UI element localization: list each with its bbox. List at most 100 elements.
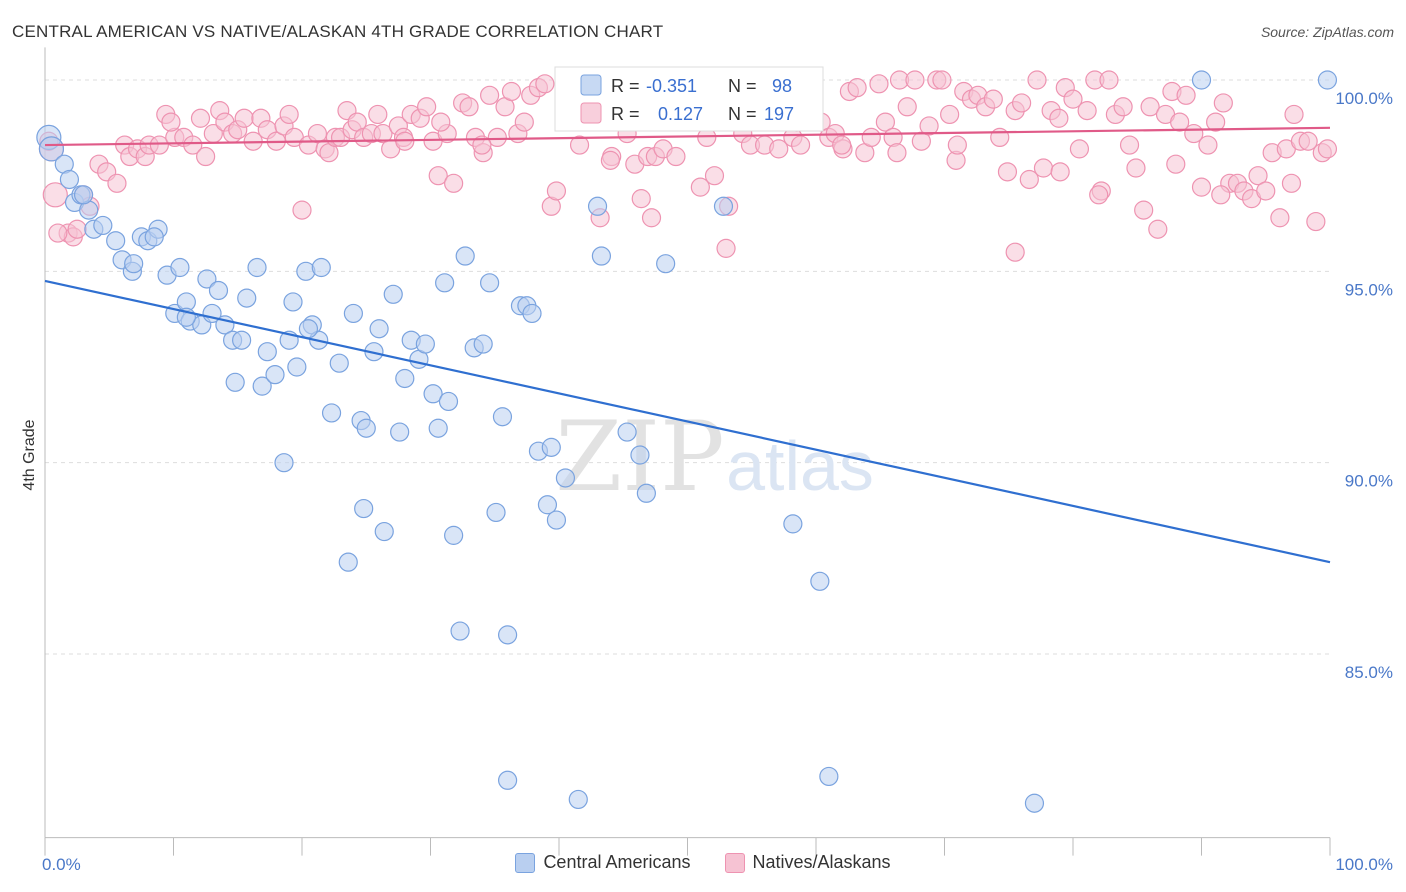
point-central-americans	[617, 422, 637, 442]
point-natives-alaskans	[67, 219, 87, 239]
legend-n-value: 197	[764, 104, 794, 124]
point-natives-alaskans	[641, 208, 662, 228]
point-central-americans	[636, 483, 656, 503]
point-natives-alaskans	[161, 112, 181, 132]
point-natives-alaskans	[704, 166, 725, 186]
point-natives-alaskans	[869, 74, 889, 94]
point-natives-alaskans	[569, 135, 590, 155]
point-central-americans	[106, 231, 126, 251]
point-natives-alaskans	[1170, 112, 1190, 132]
point-central-americans	[537, 495, 558, 515]
point-central-americans	[428, 418, 448, 438]
point-central-americans	[59, 169, 80, 190]
point-central-americans	[455, 246, 475, 266]
point-central-americans	[274, 453, 294, 473]
point-central-americans	[498, 625, 518, 645]
point-central-americans	[480, 273, 500, 293]
point-central-americans	[423, 384, 443, 404]
point-natives-alaskans	[1206, 112, 1226, 132]
point-natives-alaskans	[1063, 89, 1083, 109]
point-natives-alaskans	[149, 135, 169, 155]
point-central-americans	[170, 257, 190, 278]
point-natives-alaskans	[875, 112, 895, 132]
y-tick-label: 85.0%	[1345, 663, 1393, 682]
point-central-americans	[265, 365, 285, 385]
point-natives-alaskans	[514, 112, 534, 132]
point-natives-alaskans	[897, 97, 917, 117]
point-central-americans	[810, 571, 830, 591]
point-central-americans	[311, 257, 331, 278]
point-natives-alaskans	[1176, 85, 1196, 105]
point-natives-alaskans	[940, 104, 960, 125]
legend-n-label: N =	[728, 104, 757, 124]
point-natives-alaskans	[1166, 154, 1186, 174]
legend-label: Natives/Alaskans	[752, 852, 891, 872]
point-central-americans	[555, 468, 576, 488]
point-central-americans	[338, 552, 358, 572]
legend-n-label: N =	[728, 76, 757, 96]
point-central-americans	[444, 525, 464, 545]
trendline-central-americans	[44, 279, 1331, 564]
point-central-americans	[541, 437, 561, 457]
point-central-americans	[257, 342, 277, 362]
trendlines	[44, 126, 1331, 564]
point-central-americans	[247, 257, 267, 278]
point-central-americans	[38, 136, 65, 162]
point-natives-alaskans	[847, 78, 867, 98]
point-natives-alaskans	[1213, 93, 1233, 113]
point-central-americans	[450, 621, 470, 641]
point-natives-alaskans	[1256, 181, 1276, 201]
point-central-americans	[369, 319, 389, 339]
legend-bottom: Central Americans Natives/Alaskans	[0, 852, 1406, 873]
point-natives-alaskans	[905, 70, 925, 90]
point-natives-alaskans	[1140, 97, 1160, 117]
point-central-americans	[1317, 70, 1338, 90]
point-natives-alaskans	[279, 104, 299, 125]
point-natives-alaskans	[190, 108, 211, 128]
point-natives-alaskans	[832, 135, 852, 155]
point-central-americans	[522, 303, 542, 324]
legend-swatch-blue	[580, 74, 602, 96]
point-natives-alaskans	[459, 97, 479, 117]
point-central-americans	[568, 789, 588, 810]
point-central-americans	[374, 521, 394, 542]
series-central-americans	[36, 70, 1338, 813]
legend-r-label: R =	[611, 104, 640, 124]
point-natives-alaskans	[1248, 166, 1268, 186]
y-tick-label: 95.0%	[1345, 280, 1393, 299]
point-natives-alaskans	[292, 200, 312, 220]
legend-item-central-americans: Central Americans	[515, 852, 691, 873]
point-natives-alaskans	[690, 177, 710, 197]
point-natives-alaskans	[1281, 173, 1302, 193]
point-natives-alaskans	[1306, 211, 1326, 232]
point-central-americans	[630, 445, 650, 465]
point-natives-alaskans	[428, 166, 448, 186]
axes	[44, 47, 1331, 856]
point-central-americans	[298, 319, 319, 339]
point-natives-alaskans	[1284, 104, 1304, 125]
point-central-americans	[473, 334, 493, 354]
point-natives-alaskans	[666, 146, 686, 167]
point-central-americans	[252, 376, 272, 396]
point-natives-alaskans	[183, 135, 203, 155]
point-natives-alaskans	[1198, 135, 1218, 155]
point-natives-alaskans	[600, 150, 621, 170]
point-natives-alaskans	[487, 127, 507, 147]
point-natives-alaskans	[861, 127, 881, 147]
point-natives-alaskans	[1317, 139, 1338, 159]
point-natives-alaskans	[919, 116, 939, 136]
legend-n-value: 98	[772, 76, 792, 96]
point-natives-alaskans	[444, 173, 464, 193]
y-tick-label: 100.0%	[1335, 89, 1393, 108]
point-natives-alaskans	[196, 146, 216, 167]
point-natives-alaskans	[48, 223, 68, 243]
point-natives-alaskans	[1099, 70, 1119, 90]
point-natives-alaskans	[307, 123, 328, 144]
point-central-americans	[73, 185, 94, 205]
point-natives-alaskans	[716, 238, 736, 258]
point-central-americans	[546, 510, 567, 530]
point-central-americans	[498, 770, 518, 790]
point-central-americans	[591, 246, 612, 266]
point-natives-alaskans	[1019, 169, 1039, 190]
